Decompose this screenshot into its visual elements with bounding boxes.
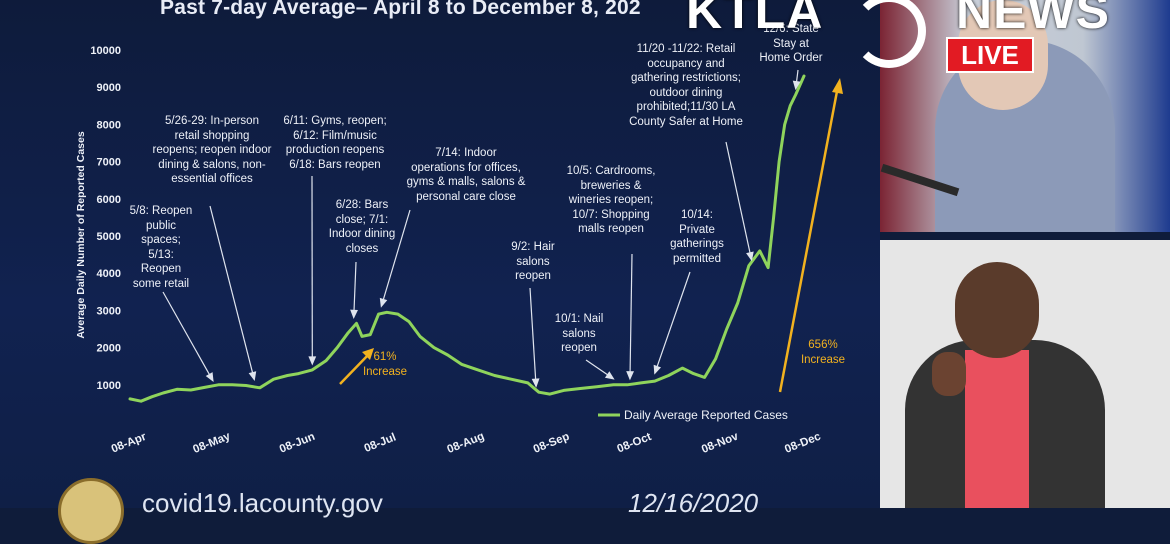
annotation-pointer-head bbox=[380, 299, 386, 307]
y-tick-label: 8000 bbox=[97, 119, 121, 131]
increase-label-656: 656% Increase bbox=[792, 338, 854, 367]
annotation-oct14: 10/14: Private gatherings permitted bbox=[660, 208, 734, 266]
annotation-pointer bbox=[354, 262, 356, 317]
annotation-oct1: 10/1: Nail salons reopen bbox=[540, 312, 618, 356]
y-tick-label: 9000 bbox=[97, 82, 121, 94]
annotation-pointer-head bbox=[747, 252, 753, 259]
x-tick-label: 08-Oct bbox=[616, 431, 654, 456]
annotation-pointer-head bbox=[606, 372, 613, 378]
panel-divider bbox=[880, 232, 1170, 240]
annotation-jun11: 6/11: Gyms, reopen; 6/12: Film/music pro… bbox=[272, 114, 398, 172]
brand-call-letters: KTLA bbox=[686, 0, 823, 39]
annotation-may26: 5/26-29: In-person retail shopping reope… bbox=[144, 114, 280, 187]
annotation-pointer-head bbox=[309, 357, 315, 364]
y-tick-label: 2000 bbox=[97, 343, 121, 355]
brand-news: NEWS bbox=[956, 0, 1110, 39]
annotation-pointer-head bbox=[207, 373, 213, 381]
x-tick-label: 08-Sep bbox=[532, 431, 571, 456]
annotation-pointer bbox=[210, 206, 254, 380]
annotation-pointer bbox=[530, 288, 536, 386]
x-tick-label: 08-May bbox=[191, 430, 232, 456]
annotation-pointer bbox=[163, 292, 213, 381]
la-county-seal-icon bbox=[58, 478, 124, 544]
legend-entry-daily-average: Daily Average Reported Cases bbox=[624, 408, 788, 422]
brand-news-wrapper: NEWS bbox=[956, 0, 1110, 40]
y-tick-label: 10000 bbox=[90, 45, 121, 57]
slide-title: Past 7-day Average– April 8 to December … bbox=[160, 0, 641, 20]
annotation-jun28: 6/28: Bars close; 7/1: Indoor dining clo… bbox=[316, 198, 408, 256]
annotation-oct5: 10/5: Cardrooms, breweries & wineries re… bbox=[556, 164, 666, 237]
y-tick-label: 1000 bbox=[97, 380, 121, 392]
x-tick-label: 08-Dec bbox=[783, 430, 823, 455]
live-badge: LIVE bbox=[946, 37, 1034, 73]
y-tick-label: 5000 bbox=[97, 231, 121, 243]
annotation-pointer-head bbox=[627, 372, 633, 379]
station-brand: KTLA bbox=[686, 0, 823, 40]
interpreter-head bbox=[955, 262, 1039, 358]
annotation-jul14: 7/14: Indoor operations for offices, gym… bbox=[394, 146, 538, 204]
annotation-may8: 5/8: Reopen public spaces; 5/13: Reopen … bbox=[120, 204, 202, 291]
x-tick-label: 08-Jun bbox=[278, 431, 317, 456]
x-tick-label: 08-Aug bbox=[446, 430, 487, 456]
x-tick-label: 08-Jul bbox=[363, 431, 398, 455]
y-tick-label: 6000 bbox=[97, 194, 121, 206]
x-tick-label: 08-Nov bbox=[700, 430, 741, 456]
annotation-pointer-head bbox=[654, 366, 660, 374]
chart-legend: Daily Average Reported Cases bbox=[598, 408, 788, 422]
annotation-pointer-head bbox=[351, 310, 357, 317]
y-tick-label: 7000 bbox=[97, 157, 121, 169]
annotation-pointer bbox=[630, 254, 632, 379]
x-tick-label: 08-Apr bbox=[110, 431, 149, 456]
increase-label-61: 61% Increase bbox=[352, 350, 418, 379]
annotation-nov20: 11/20 -11/22: Retail occupancy and gathe… bbox=[618, 42, 754, 129]
annotation-pointer-head bbox=[250, 372, 256, 380]
footer-url: covid19.lacounty.gov bbox=[142, 488, 383, 519]
annotation-sep2: 9/2: Hair salons reopen bbox=[496, 240, 570, 284]
annotation-pointer-head bbox=[533, 379, 539, 386]
presentation-slide: 1000 2000 3000 4000 5000 6000 7000 8000 9000 1000… bbox=[0, 0, 880, 508]
annotation-pointer bbox=[655, 272, 690, 373]
y-tick-label: 4000 bbox=[97, 268, 121, 280]
footer-date: 12/16/2020 bbox=[628, 488, 758, 519]
y-tick-label: 3000 bbox=[97, 305, 121, 317]
interpreter-hand bbox=[932, 352, 966, 396]
y-axis-label: Average Daily Number of Reported Cases bbox=[75, 131, 87, 339]
interpreter-shirt bbox=[965, 350, 1029, 508]
